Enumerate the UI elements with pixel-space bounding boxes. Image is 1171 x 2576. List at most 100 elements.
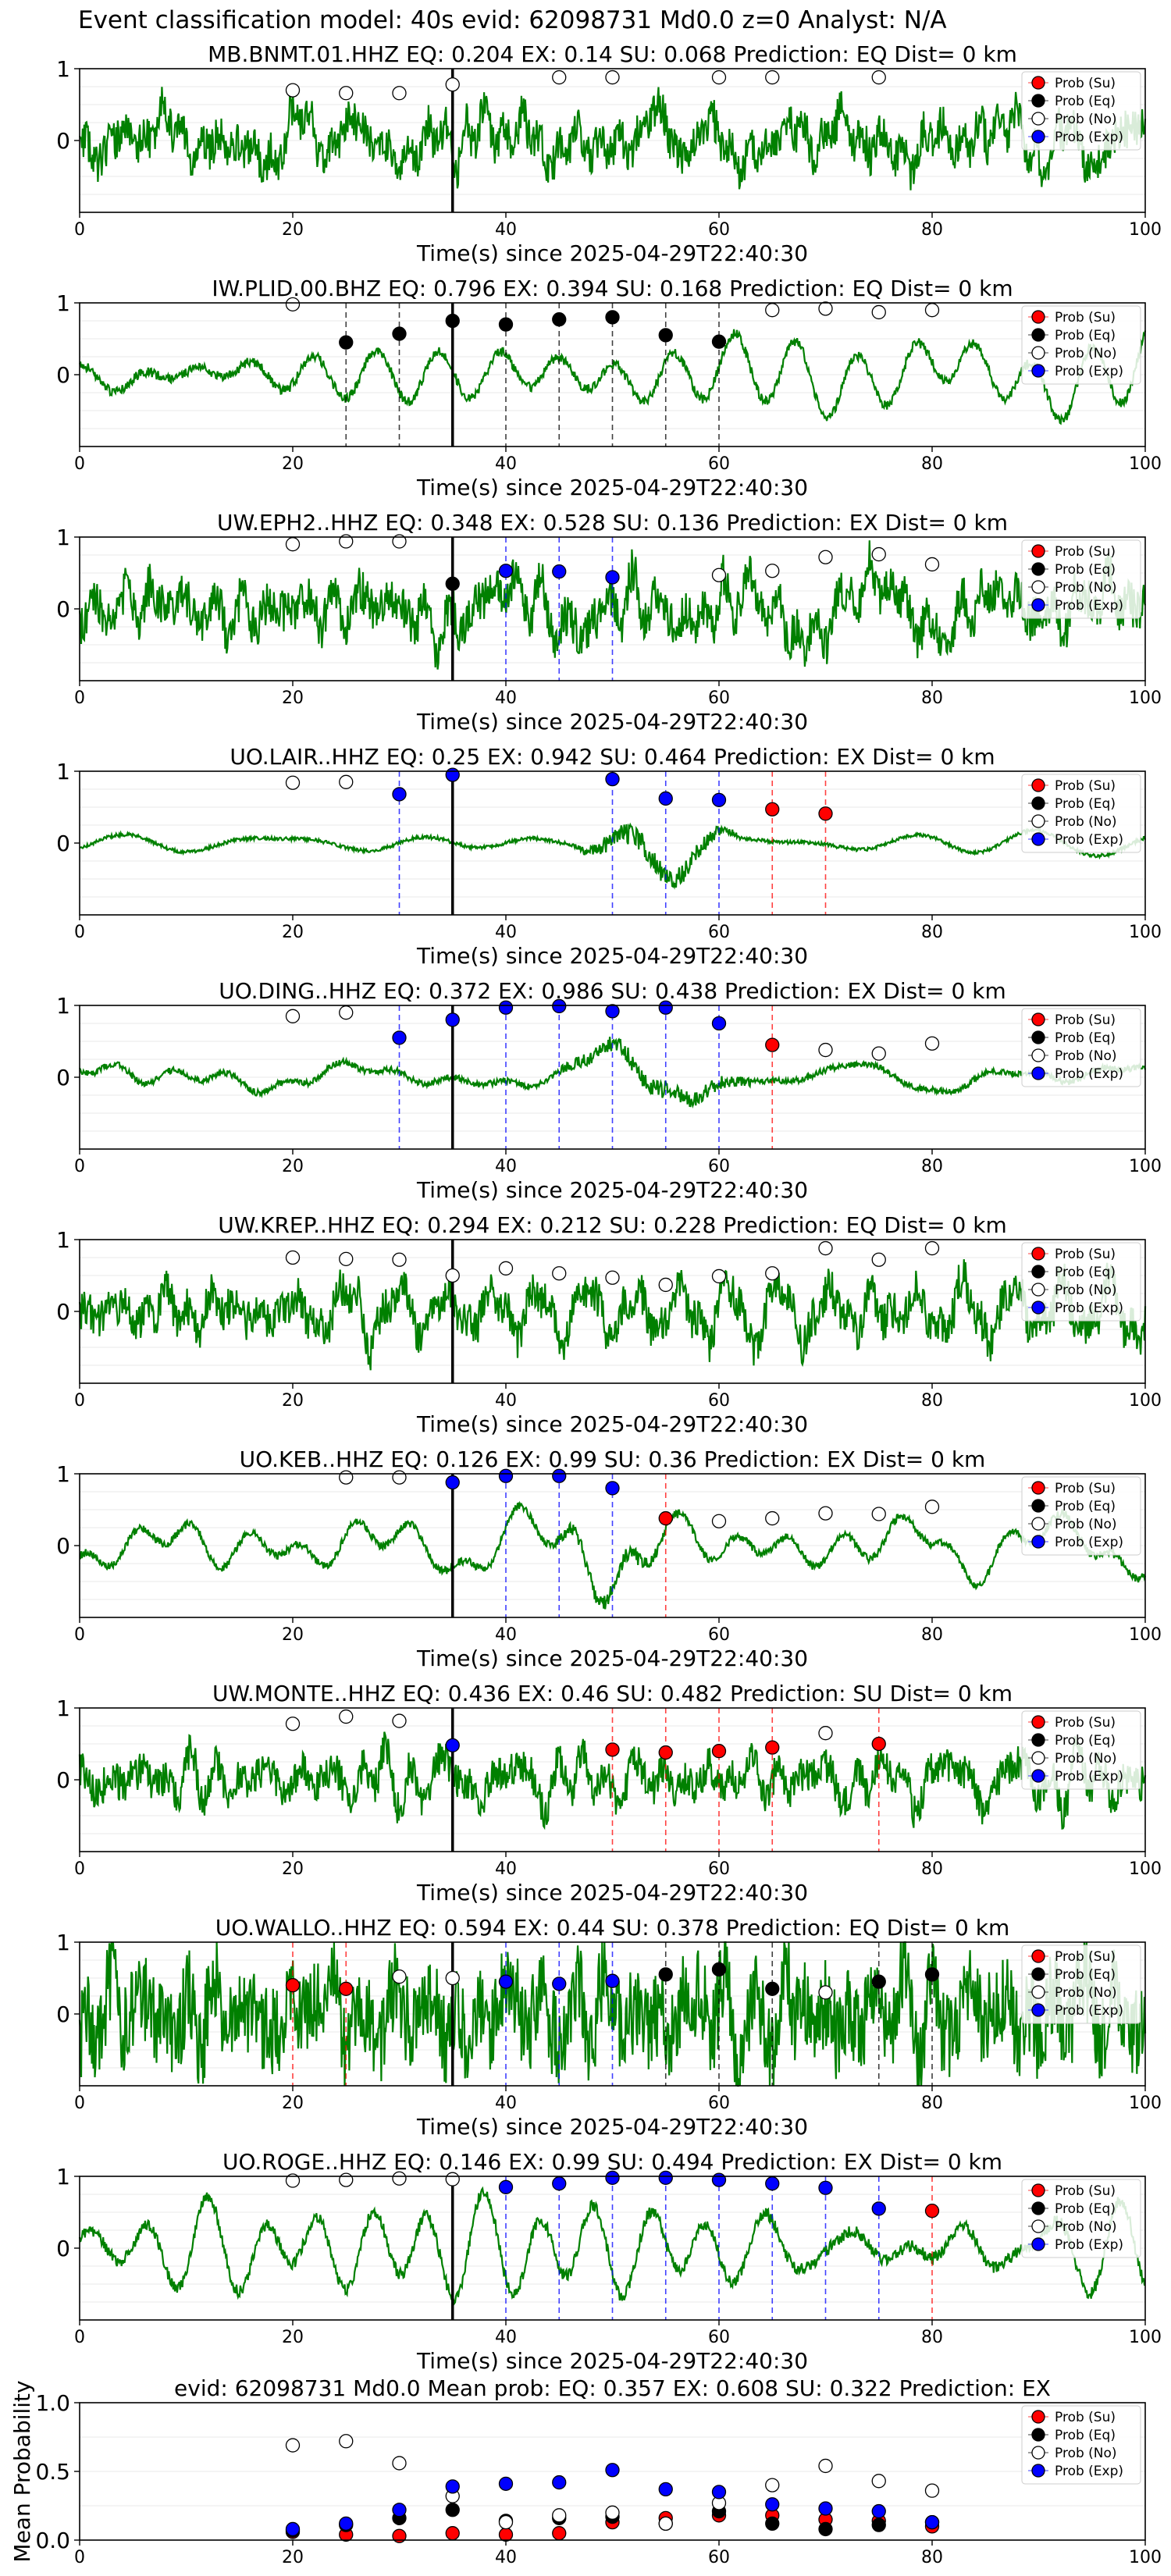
prob-marker-exp [658, 1000, 673, 1015]
legend: Prob (Su) Prob (Eq) Prob (No) Prob (Exp) [1021, 1008, 1141, 1087]
prob-marker-eq [552, 312, 567, 327]
panel-3: UW.EPH2..HHZ EQ: 0.348 EX: 0.528 SU: 0.1… [56, 510, 1162, 735]
y-tick-label: 0 [56, 1065, 70, 1091]
legend-marker-no [1031, 814, 1045, 828]
legend-marker-no [1031, 1517, 1045, 1531]
legend-label-exp: Prob (Exp) [1055, 832, 1123, 848]
prob-marker-no [765, 564, 780, 578]
legend-label-su: Prob (Su) [1055, 2183, 1116, 2199]
prob-marker-no [392, 86, 407, 101]
prob-marker-no [871, 1046, 886, 1061]
legend-marker-exp [1031, 1769, 1045, 1783]
prob-marker-no [605, 1270, 620, 1285]
x-axis-label: Time(s) since 2025-04-29T22:40:30 [416, 1177, 808, 1203]
y-tick-label: 0 [56, 831, 70, 856]
x-tick-label: 80 [921, 220, 943, 240]
x-tick-label: 80 [921, 454, 943, 474]
prob-marker-no [924, 1240, 940, 1256]
y-tick-label: 1 [56, 1461, 70, 1487]
prob-marker-no [285, 83, 301, 98]
x-tick-label: 0 [74, 1391, 85, 1411]
x-tick-label: 20 [282, 1157, 304, 1176]
x-tick-label: 0 [74, 1859, 85, 1879]
x-tick-label: 100 [1129, 2094, 1162, 2113]
legend-marker-exp [1031, 2237, 1045, 2251]
legend: Prob (Su) Prob (Eq) Prob (No) Prob (Exp) [1021, 539, 1141, 619]
legend-marker-no [1031, 580, 1045, 594]
legend-label-su: Prob (Su) [1055, 778, 1116, 794]
x-tick-label: 0 [74, 688, 85, 708]
x-tick-label: 20 [282, 2094, 304, 2113]
prob-marker-eq [658, 1967, 673, 1982]
prob-marker-eq [445, 313, 460, 329]
legend-label-no: Prob (No) [1055, 112, 1117, 127]
prob-marker-no [498, 1261, 514, 1276]
legend-label-exp: Prob (Exp) [1055, 1535, 1123, 1550]
x-tick-label: 0 [74, 220, 85, 240]
panel-title: UO.ROGE..HHZ EQ: 0.146 EX: 0.99 SU: 0.49… [222, 2149, 1002, 2175]
legend-label-exp: Prob (Exp) [1055, 1300, 1123, 1316]
legend-marker-eq [1031, 1030, 1045, 1044]
prob-marker-no [818, 550, 833, 564]
waveform-trace [78, 87, 1147, 190]
y-tick-label: 1 [56, 1227, 70, 1253]
legend: Prob (Su) Prob (Eq) Prob (No) Prob (Exp) [1021, 1710, 1141, 1790]
prob-marker-no [871, 1507, 886, 1521]
prob-marker-exp [605, 1004, 620, 1019]
x-tick-label: 40 [495, 1157, 517, 1176]
x-tick-label: 60 [708, 688, 730, 708]
y-tick-label: 0 [56, 128, 70, 154]
panel-9: UO.WALLO..HHZ EQ: 0.594 EX: 0.44 SU: 0.3… [56, 1915, 1162, 2140]
legend-frame [1021, 305, 1141, 385]
prob-marker-no [339, 86, 354, 101]
mean-marker-exp [658, 2482, 673, 2497]
mean-marker-exp [445, 2479, 460, 2494]
prob-marker-no [818, 1726, 833, 1741]
y-tick-label: 1.0 [35, 2390, 70, 2416]
legend-marker-su [1031, 1481, 1045, 1495]
y-tick-label: 1 [56, 759, 70, 785]
mean-marker-exp [498, 2476, 514, 2491]
legend-marker-eq [1031, 1499, 1045, 1513]
prob-marker-exp [552, 1976, 567, 1991]
legend-frame [1021, 774, 1141, 853]
legend-marker-no [1031, 2219, 1045, 2233]
prob-marker-no [339, 1251, 354, 1266]
legend-marker-su [1031, 1247, 1045, 1261]
prob-marker-no [924, 1500, 940, 1514]
prob-marker-no [285, 297, 301, 311]
x-axis-label: Time(s) since 2025-04-29T22:40:30 [416, 1646, 808, 1671]
legend-label-eq: Prob (Eq) [1055, 796, 1116, 812]
prob-marker-no [552, 1266, 567, 1281]
prob-marker-su [605, 1742, 620, 1757]
x-tick-label: 20 [282, 1859, 304, 1879]
legend-label-no: Prob (No) [1055, 2446, 1117, 2461]
prob-marker-no [339, 1005, 354, 1020]
prob-marker-no [285, 775, 301, 790]
prob-marker-no [445, 2172, 460, 2186]
prob-marker-no [285, 1717, 301, 1731]
legend-marker-exp [1031, 2464, 1045, 2478]
legend-label-su: Prob (Su) [1055, 1481, 1116, 1496]
mean-marker-no [552, 2508, 567, 2523]
mean-marker-su [445, 2526, 460, 2541]
y-tick-label: 1 [56, 1930, 70, 1955]
legend-label-no: Prob (No) [1055, 1048, 1117, 1064]
prob-marker-eq [605, 310, 620, 325]
legend-label-su: Prob (Su) [1055, 76, 1116, 91]
mean-marker-no [285, 2438, 301, 2453]
prob-marker-no [711, 1514, 727, 1528]
prob-marker-exp [392, 1030, 407, 1045]
prob-marker-no [339, 1470, 354, 1485]
x-tick-label: 80 [921, 1859, 943, 1879]
x-tick-label: 60 [708, 1157, 730, 1176]
legend-label-exp: Prob (Exp) [1055, 2464, 1123, 2479]
prob-marker-su [765, 1740, 780, 1755]
waveform-trace [79, 1037, 1147, 1109]
prob-marker-su [711, 1744, 727, 1759]
legend-frame [1021, 1710, 1141, 1790]
y-tick-label: 0 [56, 2001, 70, 2027]
prob-marker-no [658, 1277, 673, 1293]
mean-marker-exp [818, 2501, 833, 2516]
